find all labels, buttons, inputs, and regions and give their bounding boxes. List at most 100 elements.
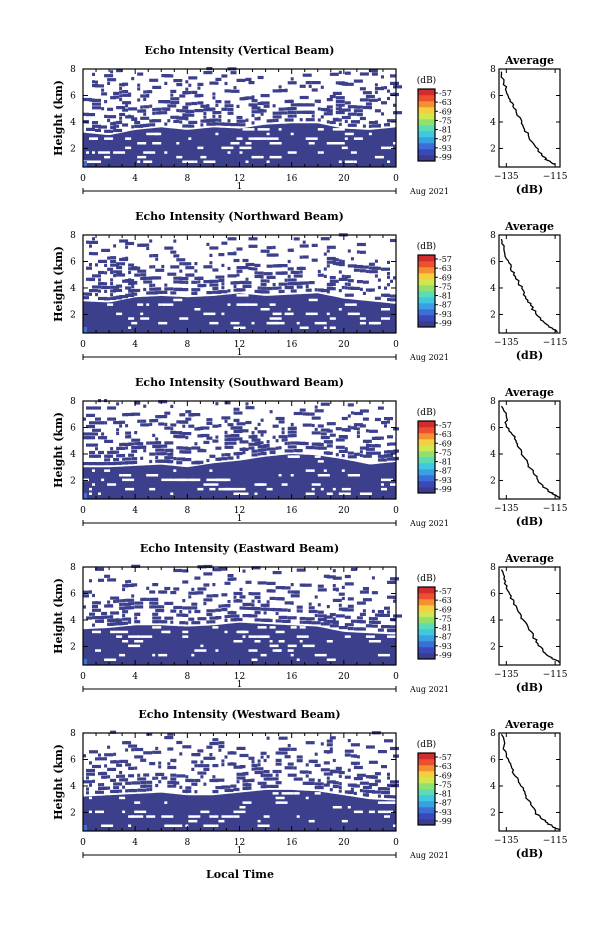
- colorbar-label: -75: [439, 614, 452, 623]
- month-label: Aug 2021: [409, 519, 449, 528]
- colorbar-step: [418, 647, 435, 654]
- colorbar: -57-63-69-75-81-87-93-99: [417, 88, 452, 162]
- colorbar-step: [418, 95, 435, 102]
- colorbar-step: [418, 463, 435, 470]
- x-tick-label: 16: [286, 174, 298, 184]
- y-tick-label: 4: [70, 284, 76, 294]
- average-y-tick-label: 2: [490, 144, 496, 154]
- colorbar-step: [418, 617, 435, 624]
- x-tick-label: 8: [184, 506, 190, 516]
- colorbar-label: -69: [439, 605, 452, 614]
- x-tick-label: 4: [132, 838, 138, 848]
- average-x-label: (dB): [516, 847, 543, 860]
- echo-layer: [83, 123, 396, 167]
- colorbar-step: [418, 623, 435, 630]
- y-tick-label: 8: [70, 729, 76, 739]
- colorbar-step: [418, 255, 435, 262]
- colorbar-label: -93: [439, 476, 452, 485]
- average-y-tick-label: 8: [490, 563, 496, 573]
- y-tick-label: 4: [70, 450, 76, 460]
- colorbar-label: -63: [439, 430, 452, 439]
- average-x-label: (dB): [516, 349, 543, 362]
- day-label: 1: [237, 182, 243, 192]
- y-axis-label: Height (km): [52, 246, 65, 322]
- colorbar-label: -75: [439, 780, 452, 789]
- colorbar-step: [418, 291, 435, 298]
- x-tick-label: 20: [338, 174, 350, 184]
- x-tick-label: 12: [234, 340, 245, 350]
- average-y-tick-label: 4: [490, 118, 496, 128]
- colorbar-label: -99: [439, 319, 452, 328]
- x-tick-label: 0: [80, 340, 86, 350]
- echo-layer: [83, 789, 396, 831]
- y-axis-label: Height (km): [52, 80, 65, 156]
- colorbar-unit: (dB): [417, 241, 436, 252]
- x-tick-label: 0: [80, 174, 86, 184]
- y-tick-label: 2: [70, 310, 76, 320]
- colorbar-step: [418, 89, 435, 96]
- y-tick-label: 2: [70, 144, 76, 154]
- panel-title: Echo Intensity (Westward Beam): [138, 708, 340, 721]
- average-frame: [498, 234, 561, 334]
- colorbar-step: [418, 783, 435, 790]
- colorbar-step: [418, 629, 435, 636]
- y-tick-label: 6: [70, 257, 76, 267]
- colorbar-step: [418, 807, 435, 814]
- x-tick-label: 8: [184, 340, 190, 350]
- x-tick-label: 16: [286, 340, 298, 350]
- colorbar: -57-63-69-75-81-87-93-99: [417, 752, 452, 826]
- y-tick-label: 4: [70, 118, 76, 128]
- average-profile-line: [500, 71, 556, 166]
- surface-echo: [83, 493, 87, 499]
- colorbar-unit: (dB): [417, 573, 436, 584]
- colorbar-label: -93: [439, 808, 452, 817]
- y-tick-label: 2: [70, 476, 76, 486]
- average-y-tick-label: 4: [490, 616, 496, 626]
- colorbar-step: [418, 593, 435, 600]
- colorbar-step: [418, 285, 435, 292]
- colorbar-step: [418, 599, 435, 606]
- colorbar-label: -69: [439, 771, 452, 780]
- colorbar-step: [418, 457, 435, 464]
- day-label: 1: [237, 348, 243, 358]
- average-y-tick-label: 4: [490, 284, 496, 294]
- average-profile-line: [500, 733, 561, 831]
- average-title: Average: [504, 718, 554, 731]
- colorbar-step: [418, 475, 435, 482]
- colorbar-label: -57: [439, 255, 452, 264]
- y-tick-label: 8: [70, 563, 76, 573]
- echo-heatmap: [83, 399, 399, 499]
- average-x-tick-label: −135: [494, 172, 519, 182]
- x-tick-label: 20: [338, 672, 350, 682]
- surface-echo: [83, 161, 87, 167]
- average-title: Average: [504, 552, 554, 565]
- colorbar-step: [418, 813, 435, 820]
- colorbar-step: [418, 143, 435, 150]
- x-tick-label: 8: [184, 672, 190, 682]
- colorbar-label: -87: [439, 467, 452, 476]
- average-y-tick-label: 8: [490, 231, 496, 241]
- colorbar-label: -99: [439, 153, 452, 162]
- x-tick-label: 20: [338, 340, 350, 350]
- colorbar-step: [418, 819, 435, 826]
- colorbar-step: [418, 155, 435, 162]
- average-y-tick-label: 2: [490, 310, 496, 320]
- colorbar-step: [418, 439, 435, 446]
- colorbar-label: -87: [439, 135, 452, 144]
- average-y-tick-label: 8: [490, 397, 496, 407]
- colorbar-label: -81: [439, 458, 452, 467]
- colorbar-label: -69: [439, 107, 452, 116]
- colorbar-step: [418, 427, 435, 434]
- month-label: Aug 2021: [409, 353, 449, 362]
- average-y-tick-label: 2: [490, 476, 496, 486]
- colorbar-step: [418, 789, 435, 796]
- colorbar-step: [418, 267, 435, 274]
- colorbar-step: [418, 125, 435, 132]
- colorbar: -57-63-69-75-81-87-93-99: [417, 586, 452, 660]
- x-tick-label: 12: [234, 672, 245, 682]
- colorbar-step: [418, 119, 435, 126]
